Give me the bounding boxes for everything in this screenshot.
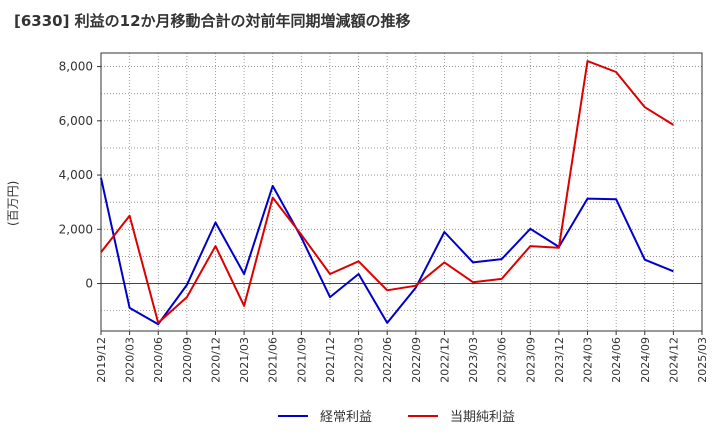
legend-label-2: 当期純利益 xyxy=(450,410,515,425)
chart-title: [6330] 利益の12か月移動合計の対前年同期増減額の推移 xyxy=(14,12,411,30)
x-tick-label: 2022/09 xyxy=(410,337,423,383)
series-line-1 xyxy=(100,177,674,326)
series-line-2 xyxy=(100,60,674,324)
x-tick-label: 2019/12 xyxy=(95,337,108,383)
y-tick-label: 8,000 xyxy=(59,60,93,74)
x-tick-label: 2022/12 xyxy=(438,337,451,383)
x-tick-label: 2020/03 xyxy=(124,337,137,383)
plot-frame xyxy=(100,52,703,332)
y-tick-label: 6,000 xyxy=(59,114,93,128)
plot-area xyxy=(101,53,702,331)
x-tick-label: 2021/03 xyxy=(238,337,251,383)
x-tick-label: 2022/03 xyxy=(353,337,366,383)
x-tick-label: 2024/12 xyxy=(667,337,680,383)
y-tick-label: 0 xyxy=(85,277,93,291)
x-tick-label: 2024/03 xyxy=(582,337,595,383)
x-tick-label: 2024/06 xyxy=(610,337,623,383)
x-tick-label: 2023/09 xyxy=(524,337,537,383)
x-tick-label: 2021/12 xyxy=(324,337,337,383)
y-tick-label: 2,000 xyxy=(59,222,93,236)
x-tick-label: 2020/09 xyxy=(181,337,194,383)
x-tick-label: 2020/12 xyxy=(209,337,222,383)
x-tick-label: 2023/06 xyxy=(496,337,509,383)
x-tick-label: 2021/06 xyxy=(267,337,280,383)
y-tick-label: 4,000 xyxy=(59,168,93,182)
x-tick-label: 2025/03 xyxy=(696,337,709,383)
x-tick-label: 2021/09 xyxy=(295,337,308,383)
x-tick-label: 2020/06 xyxy=(152,337,165,383)
x-tick-label: 2023/03 xyxy=(467,337,480,383)
x-tick-label: 2023/12 xyxy=(553,337,566,383)
legend-label-1: 経常利益 xyxy=(320,410,372,425)
x-tick-label: 2022/06 xyxy=(381,337,394,383)
x-tick-label: 2024/09 xyxy=(639,337,652,383)
